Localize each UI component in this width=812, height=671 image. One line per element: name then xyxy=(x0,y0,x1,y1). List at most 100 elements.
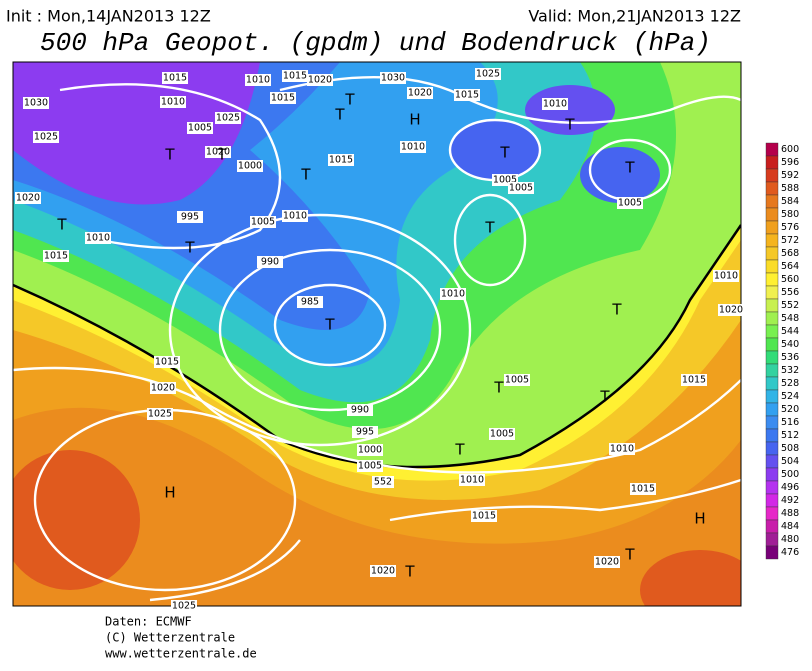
colorbar-cell xyxy=(765,363,779,378)
colorbar-cell xyxy=(765,415,779,430)
isobar-label-bg xyxy=(85,232,111,244)
colorbar-label: 500 xyxy=(781,469,799,480)
pressure-center: T xyxy=(404,563,415,581)
colorbar-label: 512 xyxy=(781,430,799,441)
colorbar-label: 588 xyxy=(781,183,799,194)
isobar-label: 1020 xyxy=(408,88,432,99)
isobar-label: 1020 xyxy=(595,557,619,568)
isobar-label: 1010 xyxy=(460,475,484,486)
colorbar-cell xyxy=(765,324,779,339)
pressure-center: T xyxy=(564,116,575,134)
isobar-label-bg xyxy=(440,288,466,300)
colorbar-label: 520 xyxy=(781,404,799,415)
colorbar-cell xyxy=(765,350,779,365)
isobar-label: 1015 xyxy=(455,90,479,101)
colorbar-cell xyxy=(765,467,779,482)
isobar-label: 1005 xyxy=(251,217,275,228)
colorbar-cell xyxy=(765,168,779,183)
isobar-label-bg xyxy=(630,483,656,495)
colorbar-label: 572 xyxy=(781,235,799,246)
colorbar-label: 480 xyxy=(781,534,799,545)
colorbar-label: 596 xyxy=(781,157,799,168)
colorbar-cell xyxy=(765,298,779,313)
isobar-label: 1010 xyxy=(714,271,738,282)
isobar-label: 1025 xyxy=(216,113,240,124)
pressure-center: T xyxy=(493,379,504,397)
colorbar-cell xyxy=(765,454,779,469)
isobar-label-bg xyxy=(257,256,283,268)
isobar-label-bg xyxy=(347,404,373,416)
pressure-center: T xyxy=(334,106,345,124)
colorbar-cell xyxy=(765,155,779,170)
colorbar-cell xyxy=(765,389,779,404)
isobar-label-bg xyxy=(160,96,186,108)
isobar-label: 990 xyxy=(261,257,279,268)
isobar-label: 1005 xyxy=(509,183,533,194)
init-time: Init : Mon,14JAN2013 12Z xyxy=(6,7,211,26)
isobar-label: 1015 xyxy=(44,251,68,262)
isobar-label: 1030 xyxy=(381,73,405,84)
isobar-label: 1005 xyxy=(618,198,642,209)
colorbar-label: 524 xyxy=(781,391,799,402)
colorbar-cell xyxy=(765,493,779,508)
isobar-label-bg xyxy=(150,382,176,394)
contour-label: 552 xyxy=(374,477,392,488)
valid-time: Valid: Mon,21JAN2013 12Z xyxy=(528,7,741,26)
colorbar-label: 516 xyxy=(781,417,799,428)
isobar-label: 1020 xyxy=(719,305,743,316)
data-source: Daten: ECMWF xyxy=(105,615,192,629)
isobar-label: 1005 xyxy=(188,123,212,134)
isobar-label-bg xyxy=(187,122,213,134)
isobar-label: 1010 xyxy=(610,444,634,455)
isobar-label: 1030 xyxy=(24,98,48,109)
isobar-label-bg xyxy=(215,112,241,124)
isobar-label-bg xyxy=(713,270,739,282)
colorbar-label: 504 xyxy=(781,456,799,467)
isobar-label-bg xyxy=(171,600,197,612)
isobar-label-bg xyxy=(15,192,41,204)
isobar-label: 995 xyxy=(356,427,374,438)
colorbar-label: 580 xyxy=(781,209,799,220)
isobar-label-bg xyxy=(270,92,296,104)
isobar-label: 1020 xyxy=(16,193,40,204)
isobar-label-bg xyxy=(681,374,707,386)
isobar-label: 1005 xyxy=(505,375,529,386)
pressure-center: H xyxy=(409,111,420,129)
isobar-label: 1015 xyxy=(682,375,706,386)
colorbar-cell xyxy=(765,480,779,495)
isobar-label: 1010 xyxy=(246,75,270,86)
isobar-label: 1025 xyxy=(34,132,58,143)
colorbar-label: 584 xyxy=(781,196,799,207)
isobar-label-bg xyxy=(370,565,396,577)
map-field xyxy=(13,62,741,606)
isobar-label: 1010 xyxy=(161,97,185,108)
colorbar-label: 476 xyxy=(781,547,799,558)
pressure-center: H xyxy=(694,510,705,528)
colorbar-label: 508 xyxy=(781,443,799,454)
colorbar-cell xyxy=(765,376,779,391)
isobar-label-bg xyxy=(489,428,515,440)
isobar-label: 1025 xyxy=(148,409,172,420)
colorbar-label: 576 xyxy=(781,222,799,233)
isobar-label-bg xyxy=(352,426,378,438)
pressure-center: T xyxy=(344,91,355,109)
isobar-label: 1015 xyxy=(472,511,496,522)
colorbar-cell xyxy=(765,207,779,222)
colorbar-label: 600 xyxy=(781,144,799,155)
colorbar-cell xyxy=(765,311,779,326)
isobar-label-bg xyxy=(454,89,480,101)
isobar-label-bg xyxy=(471,510,497,522)
pressure-center: T xyxy=(164,146,175,164)
colorbar-cell xyxy=(765,337,779,352)
pressure-center: T xyxy=(599,388,610,406)
colorbar-label: 556 xyxy=(781,287,799,298)
isobar-label-bg xyxy=(475,68,501,80)
isobar-label-bg xyxy=(43,250,69,262)
isobar-label-bg xyxy=(357,460,383,472)
isobar-label-bg xyxy=(250,216,276,228)
isobar-label: 1025 xyxy=(172,601,196,612)
pressure-center: T xyxy=(300,166,311,184)
copyright: (C) Wetterzentrale xyxy=(105,631,235,645)
isobar-label: 990 xyxy=(351,405,369,416)
